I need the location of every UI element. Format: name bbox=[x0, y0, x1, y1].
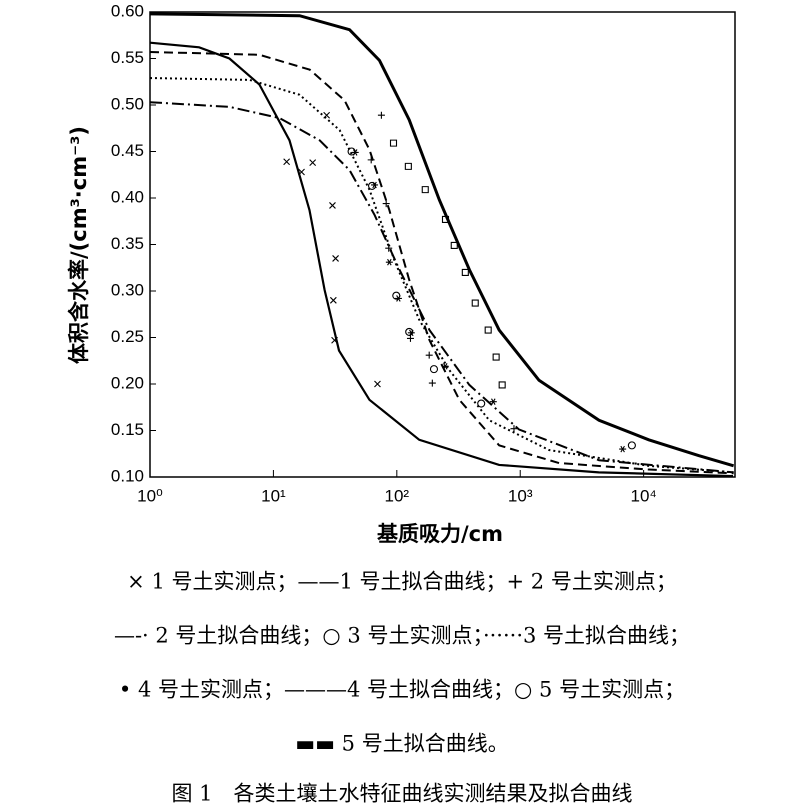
data-point bbox=[329, 296, 337, 304]
data-point bbox=[425, 351, 433, 359]
y-tick-label: 0.30 bbox=[111, 280, 144, 299]
data-point bbox=[404, 162, 412, 170]
data-point bbox=[429, 365, 439, 374]
x-axis-label: 基质吸力/cm bbox=[377, 522, 503, 546]
y-tick-label: 0.40 bbox=[111, 187, 144, 206]
data-point bbox=[374, 380, 381, 388]
y-tick-label: 0.15 bbox=[111, 420, 144, 439]
y-tick-label: 0.10 bbox=[111, 466, 144, 485]
data-point bbox=[389, 139, 398, 147]
legend-line: × 1 号土实测点；——1 号土拟合曲线；+ 2 号土实测点； bbox=[127, 570, 677, 594]
data-point bbox=[309, 159, 317, 167]
data-point bbox=[329, 202, 336, 209]
x-tick-label: 10² bbox=[385, 486, 410, 505]
plot-frame bbox=[149, 11, 736, 478]
data-point bbox=[484, 326, 492, 334]
data-point bbox=[627, 441, 636, 450]
data-point bbox=[351, 149, 359, 156]
fit-curve bbox=[149, 50, 734, 475]
data-point bbox=[492, 353, 500, 361]
x-tick-label: 10³ bbox=[508, 486, 533, 505]
data-point bbox=[283, 158, 291, 166]
y-tick-label: 0.25 bbox=[111, 327, 144, 346]
data-point bbox=[407, 329, 415, 337]
legend-line: • 4 号土实测点；———4 号土拟合曲线；○ 5 号土实测点； bbox=[119, 678, 685, 702]
data-point bbox=[385, 258, 393, 266]
x-tick-label: 10¹ bbox=[261, 486, 286, 505]
caption: 图 1 各类土壤土水特征曲线实测结果及拟合曲线 bbox=[171, 782, 632, 806]
fit-curve bbox=[149, 101, 734, 474]
data-point bbox=[394, 295, 402, 302]
y-tick-label: 0.45 bbox=[111, 141, 144, 160]
data-point bbox=[450, 241, 458, 249]
data-point bbox=[510, 425, 518, 433]
data-point bbox=[377, 111, 385, 119]
y-tick-label: 0.35 bbox=[111, 234, 144, 253]
y-tick-label: 0.20 bbox=[111, 373, 144, 392]
data-point bbox=[406, 334, 414, 342]
x-tick-label: 10⁰ bbox=[137, 486, 163, 505]
fit-curve bbox=[149, 12, 735, 468]
data-point bbox=[382, 200, 390, 208]
y-tick-label: 0.55 bbox=[111, 48, 144, 67]
data-point bbox=[619, 445, 627, 453]
data-point bbox=[405, 327, 414, 336]
data-point bbox=[428, 379, 436, 387]
data-point bbox=[371, 181, 379, 189]
data-point bbox=[461, 268, 469, 276]
data-point bbox=[498, 381, 506, 389]
y-tick-label: 0.50 bbox=[111, 94, 144, 113]
x-tick-label: 10⁴ bbox=[631, 486, 657, 505]
legend-line: ▬▬ 5 号土拟合曲线。 bbox=[295, 732, 508, 756]
fit-curve bbox=[149, 77, 734, 474]
y-tick-label: 0.60 bbox=[111, 1, 144, 20]
data-point bbox=[489, 398, 497, 405]
y-axis-label: 体积含水率/(cm³·cm⁻³) bbox=[67, 126, 91, 364]
data-point bbox=[421, 186, 429, 194]
data-point bbox=[471, 299, 479, 307]
fit-curve bbox=[149, 41, 734, 478]
data-point bbox=[332, 255, 339, 262]
legend-line: —-· 2 号土拟合曲线；○ 3 号土实测点；······3 号土拟合曲线； bbox=[114, 624, 690, 648]
